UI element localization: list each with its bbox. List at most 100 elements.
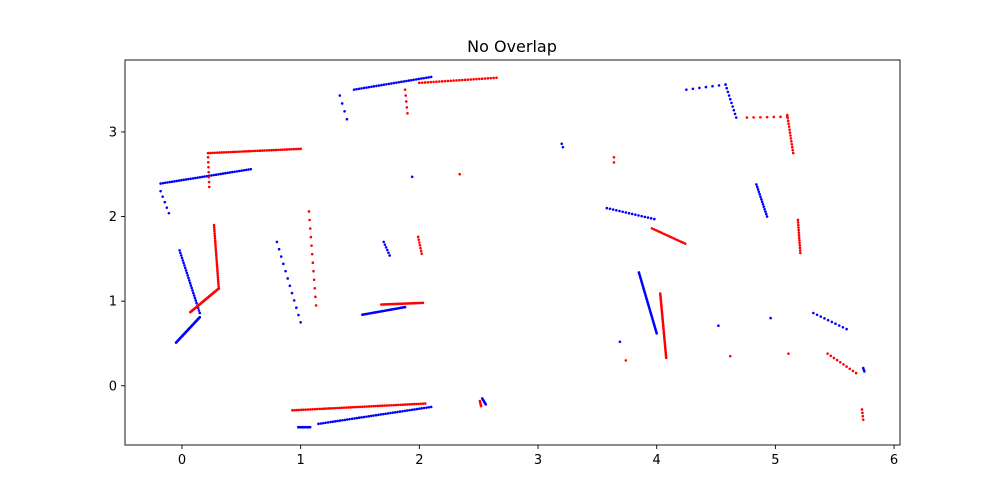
data-point-series-0	[763, 207, 766, 211]
data-point-series-0	[194, 299, 198, 302]
data-point-series-1	[418, 241, 421, 244]
data-point-series-0	[387, 251, 390, 255]
data-point-series-0	[168, 180, 172, 184]
data-point-series-0	[284, 269, 287, 273]
data-point-series-1	[860, 408, 864, 411]
data-point-series-1	[797, 226, 800, 229]
data-point-series-1	[214, 252, 218, 255]
data-point-series-1	[788, 131, 792, 134]
data-point-series-1	[419, 246, 422, 250]
data-point-series-0	[375, 84, 378, 88]
data-point-series-0	[210, 174, 213, 177]
data-point-series-1	[222, 151, 226, 154]
data-point-series-0	[370, 85, 373, 89]
data-point-series-1	[281, 148, 284, 151]
data-point-series-0	[422, 76, 426, 80]
data-point-series-1	[351, 405, 355, 409]
data-point-series-1	[310, 252, 314, 256]
data-point-series-0	[420, 407, 423, 410]
data-point-series-0	[173, 180, 176, 183]
data-point-series-0	[277, 247, 281, 251]
data-point-series-1	[446, 79, 450, 83]
data-point-series-1	[406, 112, 409, 115]
data-point-series-0	[193, 296, 197, 300]
data-point-series-1	[797, 231, 801, 234]
data-point-series-1	[224, 150, 228, 154]
data-point-series-0	[724, 83, 727, 86]
data-point-series-1	[215, 254, 218, 257]
data-point-series-1	[367, 405, 371, 408]
data-point-series-1	[254, 149, 257, 153]
data-point-series-0	[279, 255, 283, 258]
data-point-series-1	[452, 79, 455, 82]
data-point-series-1	[787, 352, 790, 355]
data-point-series-0	[244, 168, 248, 172]
data-point-series-0	[765, 215, 769, 218]
data-point-series-0	[764, 212, 768, 216]
data-point-series-1	[829, 354, 833, 358]
data-point-series-0	[203, 175, 206, 178]
data-point-series-0	[192, 291, 195, 295]
data-point-series-1	[438, 80, 441, 83]
data-point-series-0	[275, 240, 279, 244]
data-point-series-0	[249, 167, 253, 171]
data-point-series-1	[679, 240, 683, 244]
data-point-series-1	[349, 406, 353, 409]
data-point-series-1	[678, 239, 681, 243]
data-point-series-1	[658, 230, 662, 234]
data-point-series-0	[425, 406, 428, 409]
data-point-series-0	[159, 189, 162, 193]
data-point-series-1	[791, 151, 795, 155]
data-point-series-1	[381, 404, 384, 408]
data-point-series-1	[728, 354, 732, 358]
data-point-series-0	[417, 407, 421, 411]
data-point-series-1	[650, 227, 654, 230]
data-point-series-0	[429, 405, 433, 409]
data-point-series-0	[757, 190, 761, 194]
data-point-series-0	[385, 82, 388, 86]
data-point-series-1	[798, 244, 802, 247]
data-point-series-1	[401, 403, 405, 406]
data-point-series-0	[760, 200, 764, 203]
data-point-series-1	[664, 233, 667, 236]
data-point-series-0	[167, 211, 171, 215]
data-point-series-1	[331, 406, 335, 410]
data-point-series-0	[191, 289, 194, 292]
data-point-series-0	[621, 210, 624, 214]
data-point-series-1	[786, 119, 790, 123]
data-point-series-1	[256, 149, 260, 153]
data-point-series-1	[861, 414, 865, 418]
data-point-series-0	[175, 179, 179, 183]
data-point-series-0	[424, 76, 428, 80]
data-point-series-0	[863, 370, 866, 373]
data-point-series-1	[212, 223, 216, 227]
data-point-series-1	[207, 180, 211, 184]
data-point-series-1	[207, 165, 210, 169]
data-point-series-1	[392, 403, 396, 407]
data-point-series-0	[282, 262, 285, 266]
data-point-series-0	[329, 420, 332, 424]
data-point-series-0	[396, 410, 399, 414]
data-point-series-1	[279, 148, 282, 152]
data-point-series-1	[405, 403, 409, 406]
data-point-series-1	[798, 238, 801, 242]
data-point-series-0	[247, 168, 250, 171]
data-point-series-0	[383, 243, 387, 246]
chart-title: No Overlap	[467, 37, 557, 56]
data-point-series-0	[608, 207, 612, 211]
data-point-series-0	[726, 90, 730, 94]
data-point-series-1	[338, 406, 341, 410]
data-point-series-1	[455, 79, 458, 82]
data-point-series-1	[417, 402, 420, 406]
data-point-series-0	[391, 411, 395, 414]
data-point-series-0	[407, 79, 411, 82]
data-point-series-0	[299, 321, 302, 324]
data-point-series-1	[320, 407, 323, 411]
data-point-series-0	[386, 412, 390, 415]
data-point-series-0	[758, 192, 761, 196]
data-point-series-1	[217, 284, 220, 288]
data-point-series-0	[183, 264, 186, 267]
data-point-series-0	[764, 210, 767, 213]
data-point-series-0	[177, 179, 181, 182]
data-point-series-1	[681, 241, 685, 245]
